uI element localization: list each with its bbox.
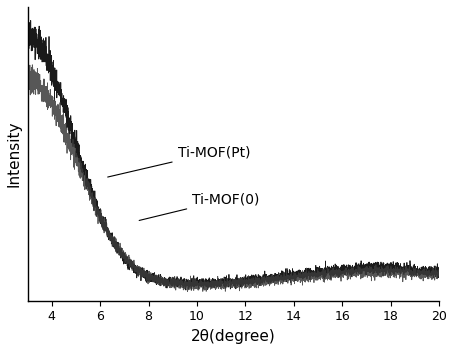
X-axis label: 2θ(degree): 2θ(degree): [191, 329, 276, 344]
Text: Ti-MOF(0): Ti-MOF(0): [139, 192, 260, 220]
Text: Ti-MOF(Pt): Ti-MOF(Pt): [108, 145, 250, 177]
Y-axis label: Intensity: Intensity: [7, 121, 22, 187]
